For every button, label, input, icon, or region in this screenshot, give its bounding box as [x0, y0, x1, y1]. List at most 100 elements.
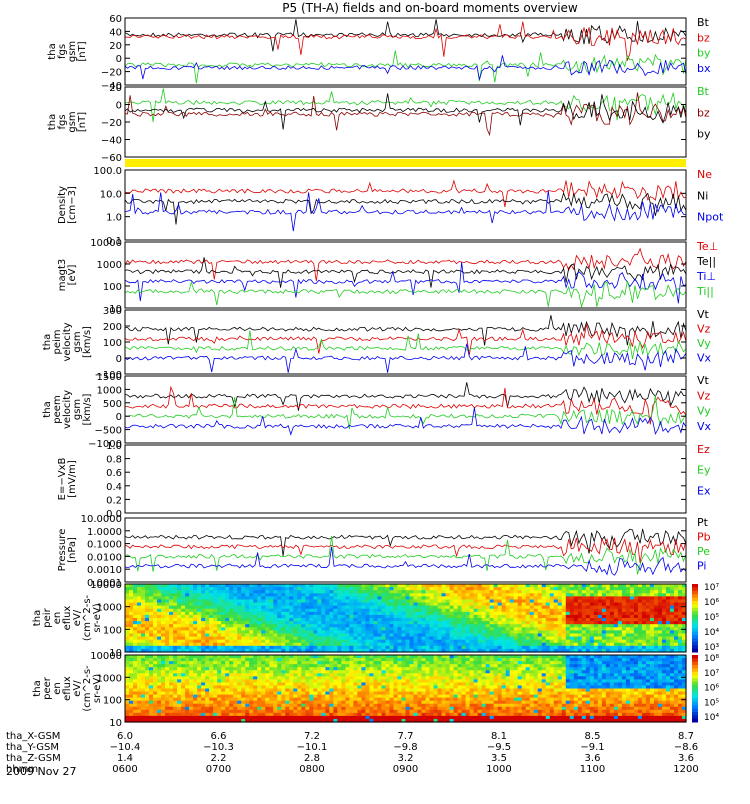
x-tick-label: 0900	[393, 764, 418, 775]
panel-ele_spec: 10⁸10⁷10⁶10⁵10⁴10000100010010thapeerenef…	[32, 651, 719, 729]
series-line-Ni	[125, 193, 686, 224]
series-line-bx	[125, 55, 686, 79]
x-tick-label: 2.2	[211, 753, 227, 764]
legend-entry-Pt: Pt	[697, 516, 709, 529]
y-tick-label: 0.0100	[87, 552, 122, 563]
fgs_dsl-series-lines	[125, 88, 686, 134]
series-line-bz	[125, 22, 686, 61]
y-tick-label: 10000	[90, 651, 122, 662]
x-tick-label: 1.4	[117, 753, 133, 764]
density-ylabel: Density[cm−3]	[57, 186, 78, 224]
y-tick-label: 1.0000	[87, 527, 122, 538]
legend-entry-by: by	[697, 128, 711, 141]
x-row-label: tha_Z-GSM	[6, 753, 61, 764]
ylabel-line: sr-eV)	[92, 674, 103, 703]
y-tick-label: 100	[103, 625, 122, 636]
x-tick-label: 3.2	[398, 753, 414, 764]
legend-entry-Vt: Vt	[697, 374, 710, 387]
x-tick-label: −8.6	[674, 742, 698, 753]
legend-entry-Te||: Te||	[696, 255, 716, 268]
series-line-Te⊥	[125, 249, 686, 281]
colorbar-label: 10⁶	[704, 598, 719, 608]
legend-entry-Ez: Ez	[697, 443, 710, 456]
y-tick-label: −20	[101, 68, 122, 79]
colorbar-label: 10⁴	[704, 713, 719, 723]
y-tick-label: 0	[116, 354, 122, 365]
density-series-lines	[125, 181, 686, 232]
panel-pressure: 10.00001.00000.10000.01000.00100.0001Pre…	[57, 514, 711, 589]
y-tick-label: 1000	[97, 260, 122, 271]
legend-entry-Ni: Ni	[697, 189, 708, 202]
x-tick-label: −9.8	[393, 742, 417, 753]
x-tick-label: 2.8	[304, 753, 320, 764]
ylabel-line: [km/s]	[82, 326, 93, 358]
y-tick-label: 10.0000	[81, 514, 122, 525]
colorbar-label: 10⁵	[704, 698, 719, 708]
colorbar-label: 10⁴	[704, 628, 719, 638]
y-tick-label: −20	[101, 118, 122, 129]
x-tick-label: 1000	[486, 764, 511, 775]
y-tick-label: 0	[116, 54, 122, 65]
pressure-ylabel: Pressure[nPa]	[57, 529, 78, 572]
y-tick-label: −500	[95, 426, 122, 437]
x-tick-label: 1100	[580, 764, 605, 775]
colorbar-label: 10³	[704, 643, 719, 653]
x-tick-label: 3.6	[585, 753, 601, 764]
ve-ylabel: thapeemvelocitygsm[km/s]	[42, 390, 93, 429]
series-line-Pt	[125, 529, 686, 556]
x-tick-label: −10.4	[110, 742, 141, 753]
y-tick-label: 10000	[90, 238, 122, 249]
ylabel-line: [nT]	[77, 41, 88, 61]
ylabel-line: [cm−3]	[67, 186, 78, 224]
ylabel-line: sr-eV)	[92, 603, 103, 632]
ion_spec-ylabel: thapeirenefluxeV/(cm^2-s-sr-eV)	[32, 594, 103, 641]
series-line-Bt	[125, 19, 686, 51]
fgs_mag-series-lines	[125, 19, 686, 83]
legend-entry-Bt: Bt	[697, 85, 710, 98]
y-tick-label: 300	[103, 306, 122, 317]
x-tick-label: −9.5	[487, 742, 511, 753]
data-quality-bar	[125, 159, 686, 167]
x-tick-label: −10.3	[203, 742, 234, 753]
series-line-Bt	[125, 88, 686, 122]
y-tick-label: 10000	[90, 580, 122, 591]
legend-entry-Ti||: Ti||	[696, 285, 714, 298]
colorbar-label: 10⁸	[704, 654, 719, 664]
x-tick-label: 7.2	[304, 731, 320, 742]
panel-vi: 3002001000−100thapeimvelocitygsm[km/s]Vt…	[42, 306, 712, 381]
legend-entry-Vz: Vz	[697, 389, 711, 402]
legend-entry-Bt: Bt	[697, 16, 710, 29]
y-tick-label: 0.2	[106, 495, 122, 506]
page-title: P5 (TH-A) fields and on-board moments ov…	[282, 1, 578, 15]
ylabel-line: [km/s]	[82, 393, 93, 425]
series-line-Vt	[125, 382, 686, 410]
y-tick-label: 20	[109, 41, 122, 52]
y-tick-label: 10.0	[100, 189, 122, 200]
y-tick-label: 500	[103, 399, 122, 410]
colorbar-label: 10⁵	[704, 613, 719, 623]
y-tick-label: 1.0	[106, 213, 122, 224]
series-line-Ti||	[125, 281, 686, 307]
y-tick-label: −60	[101, 153, 122, 164]
temp-ylabel: magt3[eV]	[57, 259, 78, 292]
y-tick-label: 0	[116, 101, 122, 112]
legend-entry-Pb: Pb	[697, 531, 711, 544]
ion_spec-heatmap	[125, 584, 687, 653]
y-tick-label: 40	[109, 27, 122, 38]
y-tick-label: 0.1000	[87, 540, 122, 551]
y-tick-label: 0.4	[106, 482, 122, 493]
x-tick-label: 0600	[112, 764, 137, 775]
date-label: 2009 Nov 27	[6, 765, 76, 778]
y-tick-label: 0.6	[106, 468, 122, 479]
colorbar-label: 10⁷	[704, 669, 719, 679]
ele_spec-heatmap	[125, 655, 687, 723]
fgs_dsl-ylabel: thafgsgsm[nT]	[47, 111, 88, 132]
legend-entry-Te⊥: Te⊥	[696, 240, 718, 253]
panel-ion_spec: 10⁷10⁶10⁵10⁴10³10000100010010thapeirenef…	[32, 580, 719, 659]
legend-entry-bz: bz	[697, 31, 710, 44]
